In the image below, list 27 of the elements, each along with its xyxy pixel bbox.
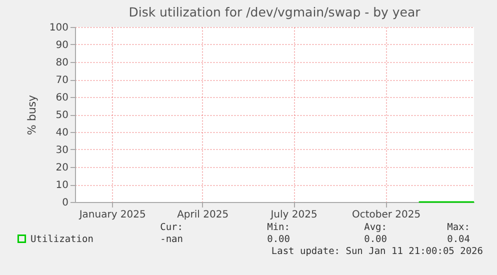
y-tick-label: 50	[56, 110, 68, 121]
y-tick-label: 0	[62, 198, 68, 208]
y-tick-label: 60	[56, 92, 68, 104]
text: Avg:	[364, 222, 387, 233]
text: -nan	[160, 234, 183, 245]
y-tick-label: 80	[56, 58, 68, 68]
chart-title: Disk utilization for /dev/vgmain/swap - by year	[128, 4, 422, 20]
text: Min:	[267, 222, 290, 233]
y-tick-label: 100	[49, 22, 68, 34]
text: Max:	[447, 222, 470, 233]
text: Last update: Sun Jan 11 21:00:05 2026	[271, 246, 483, 257]
text: 0.00	[364, 234, 387, 245]
x-tick-label: July 2025	[270, 210, 318, 220]
x-tick-label: April 2025	[177, 210, 229, 220]
y-tick-label: 10	[56, 180, 68, 191]
text: 0.04	[447, 234, 470, 245]
y-tick-label: 30	[56, 145, 68, 156]
y-tick-label: 90	[56, 40, 68, 51]
x-tick-label: October 2025	[352, 210, 421, 220]
text: Cur:	[160, 222, 183, 233]
y-tick-label: 20	[56, 162, 68, 174]
y-axis-title: % busy	[25, 94, 38, 136]
y-tick-label: 70	[56, 75, 68, 86]
text: 0.00	[267, 234, 290, 245]
x-tick-label: January 2025	[78, 210, 146, 220]
y-tick-label: 40	[56, 128, 68, 138]
legend-label: Utilization	[30, 234, 94, 245]
